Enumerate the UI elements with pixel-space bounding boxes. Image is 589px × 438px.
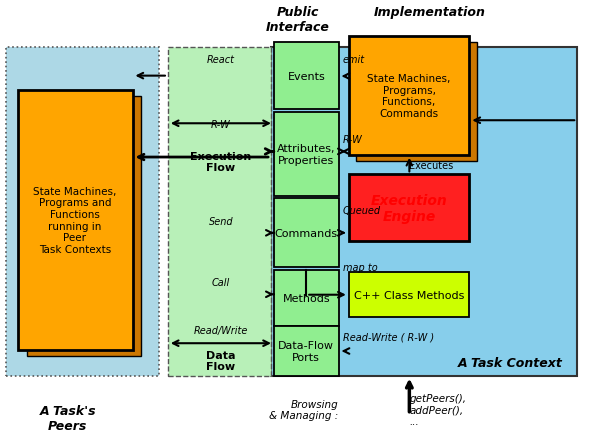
- Text: Call: Call: [212, 277, 230, 287]
- Bar: [27, 97, 141, 357]
- Text: Queued: Queued: [343, 206, 381, 216]
- Bar: [349, 272, 469, 318]
- Bar: [274, 112, 339, 197]
- Text: Send: Send: [209, 217, 233, 227]
- Bar: [274, 43, 339, 110]
- Text: Executes: Executes: [409, 161, 454, 171]
- Text: Implementation: Implementation: [374, 7, 486, 19]
- Bar: [18, 91, 133, 350]
- Text: A Task's
Peers: A Task's Peers: [39, 404, 96, 432]
- Text: R-W: R-W: [343, 135, 363, 145]
- Bar: [271, 47, 577, 376]
- Bar: [356, 43, 477, 162]
- Text: C++ Class Methods: C++ Class Methods: [354, 290, 464, 300]
- Text: React: React: [207, 55, 235, 65]
- Text: Browsing
& Managing :: Browsing & Managing :: [269, 399, 339, 420]
- Text: R-W: R-W: [211, 120, 231, 130]
- Bar: [274, 270, 339, 326]
- Text: emit: emit: [343, 55, 365, 65]
- Text: Read/Write: Read/Write: [194, 325, 248, 335]
- Text: Data
Flow: Data Flow: [206, 350, 236, 371]
- Text: Methods: Methods: [283, 293, 330, 303]
- Text: Execution
Flow: Execution Flow: [190, 151, 252, 173]
- Text: Events: Events: [287, 72, 325, 81]
- Bar: [6, 47, 159, 376]
- Text: Public
Interface: Public Interface: [266, 7, 329, 35]
- Bar: [349, 175, 469, 242]
- Text: Execution
Engine: Execution Engine: [370, 193, 448, 223]
- Text: Data-Flow
Ports: Data-Flow Ports: [278, 340, 335, 362]
- Text: State Machines,
Programs and
Functions
running in
Peer
Task Contexts: State Machines, Programs and Functions r…: [33, 187, 117, 254]
- Bar: [349, 37, 469, 155]
- Text: map to: map to: [343, 262, 378, 272]
- Text: State Machines,
Programs,
Functions,
Commands: State Machines, Programs, Functions, Com…: [368, 74, 451, 118]
- Text: Read-Write ( R-W ): Read-Write ( R-W ): [343, 331, 434, 341]
- Text: Commands: Commands: [274, 228, 338, 238]
- Text: getPeers(),
addPeer(),
...: getPeers(), addPeer(), ...: [409, 393, 466, 426]
- Text: Attributes,
Properties: Attributes, Properties: [277, 144, 336, 165]
- Bar: [274, 326, 339, 376]
- Text: A Task Context: A Task Context: [458, 357, 562, 369]
- Bar: [274, 199, 339, 268]
- Bar: [168, 47, 271, 376]
